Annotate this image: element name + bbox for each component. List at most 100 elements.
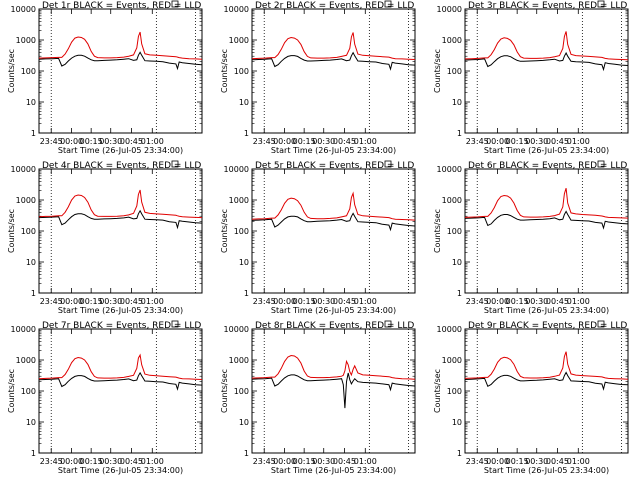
x-tick-label: 01:00 [141, 137, 164, 146]
panel-title: Det 7r BLACK = Events, RED = LLD [42, 321, 201, 331]
x-tick-label: 00:15 [506, 137, 529, 146]
y-tick-label: 1000 [229, 36, 249, 45]
detector-panel: Det 2r BLACK = Events, RED = LLD 1 10 100 10… [220, 0, 416, 155]
events-series-line [251, 212, 416, 232]
y-tick-label: 10000 [437, 165, 462, 174]
y-axis-label: Counts/sec [220, 49, 229, 93]
y-axis-label: Counts/sec [433, 49, 442, 93]
events-series-line [464, 210, 629, 230]
plot-frame [464, 168, 629, 294]
detector-panel: Det 3r BLACK = Events, RED = LLD 1 10 100 10… [433, 0, 629, 155]
events-series-line [38, 51, 203, 71]
panel-title: Det 4r BLACK = Events, RED = LLD [42, 161, 201, 171]
y-tick-label: 1 [244, 449, 249, 458]
title-marker-square [171, 320, 179, 328]
y-tick-label: 100 [21, 67, 36, 76]
title-marker-square [171, 0, 179, 8]
title-marker-square [597, 320, 605, 328]
y-axis-label: Counts/sec [7, 49, 16, 93]
x-axis-label: Start Time (26-Jul-05 23:34:00) [271, 466, 396, 475]
x-tick-label: 00:00 [273, 457, 296, 466]
x-tick-label: 00:30 [312, 297, 335, 306]
x-tick-label: 00:15 [80, 457, 103, 466]
y-tick-label: 10000 [224, 325, 249, 334]
detector-panel: Det 8r BLACK = Events, RED = LLD 1 10 100 10… [220, 320, 416, 475]
y-tick-label: 1000 [442, 36, 462, 45]
x-tick-label: 00:15 [80, 297, 103, 306]
x-axis-label: Start Time (26-Jul-05 23:34:00) [484, 466, 609, 475]
y-tick-label: 10 [239, 98, 249, 107]
x-tick-label: 00:00 [60, 137, 83, 146]
title-marker-square [384, 160, 392, 168]
events-series-line [464, 51, 629, 72]
x-tick-label: 00:00 [486, 297, 509, 306]
x-tick-label: 00:00 [486, 457, 509, 466]
y-axis-label: Counts/sec [220, 209, 229, 253]
y-tick-label: 1000 [16, 356, 36, 365]
events-series-line [38, 209, 203, 230]
detector-panel: Det 6r BLACK = Events, RED = LLD 1 10 100 10… [433, 160, 629, 315]
x-axis-label: Start Time (26-Jul-05 23:34:00) [271, 146, 396, 155]
x-tick-label: 00:30 [525, 457, 548, 466]
x-tick-label: 00:30 [312, 457, 335, 466]
x-tick-label: 23:45 [253, 297, 276, 306]
x-tick-label: 23:45 [466, 137, 489, 146]
y-axis-label: Counts/sec [7, 209, 16, 253]
detector-panel: Det 5r BLACK = Events, RED = LLD 1 10 100 10… [220, 160, 416, 315]
plot-frame [464, 328, 629, 454]
y-tick-label: 100 [234, 387, 249, 396]
y-tick-label: 1000 [442, 196, 462, 205]
x-tick-label: 00:30 [525, 297, 548, 306]
title-marker-square [597, 0, 605, 8]
y-tick-label: 10000 [224, 5, 249, 14]
y-tick-label: 1 [457, 449, 462, 458]
x-tick-label: 01:00 [354, 137, 377, 146]
title-marker-square [384, 320, 392, 328]
x-tick-label: 00:00 [273, 297, 296, 306]
panel-title: Det 3r BLACK = Events, RED = LLD [468, 1, 627, 11]
x-tick-label: 23:45 [40, 297, 63, 306]
y-tick-label: 1000 [442, 356, 462, 365]
y-tick-label: 1 [457, 289, 462, 298]
x-tick-label: 23:45 [40, 137, 63, 146]
x-tick-label: 00:45 [546, 137, 569, 146]
lld-series-line [38, 353, 203, 380]
lld-series-line [464, 31, 629, 61]
x-tick-label: 01:00 [567, 137, 590, 146]
x-tick-label: 00:00 [60, 297, 83, 306]
x-tick-label: 01:00 [354, 297, 377, 306]
lld-series-line [464, 351, 629, 380]
y-tick-label: 100 [234, 67, 249, 76]
y-tick-label: 10 [239, 258, 249, 267]
events-series-line [38, 371, 203, 391]
lld-series-line [38, 189, 203, 219]
title-marker-square [384, 0, 392, 8]
y-tick-label: 10000 [224, 165, 249, 174]
x-tick-label: 01:00 [567, 297, 590, 306]
y-tick-label: 1000 [229, 196, 249, 205]
x-tick-label: 00:15 [506, 297, 529, 306]
y-tick-label: 10000 [437, 325, 462, 334]
x-tick-label: 23:45 [466, 297, 489, 306]
x-tick-label: 23:45 [466, 457, 489, 466]
y-tick-label: 100 [21, 387, 36, 396]
x-tick-label: 01:00 [141, 457, 164, 466]
y-tick-label: 1 [244, 129, 249, 138]
x-tick-label: 00:30 [312, 137, 335, 146]
x-axis-label: Start Time (26-Jul-05 23:34:00) [484, 146, 609, 155]
y-tick-label: 10 [452, 98, 462, 107]
title-marker-square [597, 160, 605, 168]
lld-series-line [464, 188, 629, 219]
y-tick-label: 10 [26, 418, 36, 427]
panel-title: Det 5r BLACK = Events, RED = LLD [255, 161, 414, 171]
y-axis-label: Counts/sec [7, 369, 16, 413]
y-axis-label: Counts/sec [220, 369, 229, 413]
plot-frame [38, 168, 203, 294]
lld-series-line [251, 191, 416, 221]
x-axis-label: Start Time (26-Jul-05 23:34:00) [58, 306, 183, 315]
x-tick-label: 00:45 [546, 297, 569, 306]
x-tick-label: 00:00 [273, 137, 296, 146]
x-tick-label: 23:45 [253, 137, 276, 146]
x-tick-label: 00:30 [99, 137, 122, 146]
